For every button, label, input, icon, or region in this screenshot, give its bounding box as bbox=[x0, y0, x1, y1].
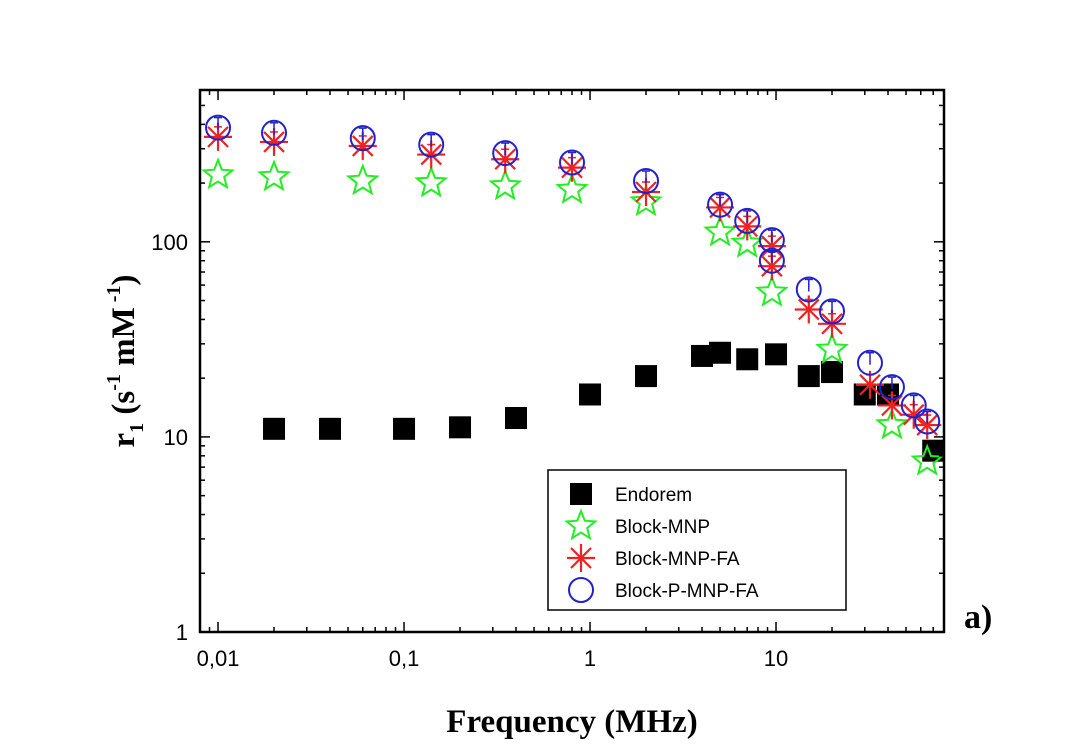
data-point-circle-5 bbox=[559, 149, 585, 176]
data-point-star-12 bbox=[910, 443, 945, 476]
data-point-circle-10 bbox=[758, 247, 785, 274]
data-point-circle-14 bbox=[878, 374, 905, 401]
legend-item: Block-P-MNP-FA bbox=[568, 577, 759, 603]
legend-label: Endorem bbox=[615, 485, 692, 506]
legend-box bbox=[547, 469, 847, 611]
series-endorem bbox=[263, 341, 945, 462]
data-marks bbox=[201, 114, 945, 476]
data-point-square-5 bbox=[579, 383, 602, 406]
data-point-square-11 bbox=[797, 365, 820, 388]
y-tick-label: 1 bbox=[176, 620, 188, 645]
legend-item: Block-MNP-FA bbox=[567, 544, 740, 572]
data-point-square-0 bbox=[263, 417, 286, 440]
data-point-square-9 bbox=[736, 348, 759, 371]
tick-labels: 0,01 0,1 1 10 1 10 100 bbox=[151, 230, 788, 671]
data-point-square-4 bbox=[505, 406, 528, 429]
y-tick-label: 100 bbox=[151, 230, 188, 255]
data-point-star-1 bbox=[257, 159, 291, 192]
data-point-circle-8 bbox=[734, 207, 761, 234]
data-point-square-1 bbox=[319, 417, 342, 440]
x-tick-label: 0,1 bbox=[389, 646, 420, 671]
data-point-star-5 bbox=[555, 171, 589, 205]
data-point-circle-12 bbox=[819, 298, 846, 325]
axis-ticks bbox=[199, 89, 945, 633]
data-point-star-11 bbox=[875, 407, 909, 440]
data-point-square-3 bbox=[449, 416, 472, 439]
data-point-square-7 bbox=[691, 344, 714, 367]
series-block-p-mnp-fa bbox=[205, 114, 941, 435]
legend-marker-star bbox=[564, 508, 598, 541]
data-point-circle-3 bbox=[418, 131, 445, 158]
data-point-circle-0 bbox=[205, 114, 232, 141]
x-tick-label: 10 bbox=[764, 646, 788, 671]
data-point-star-10 bbox=[815, 331, 849, 365]
legend-marker-asterisk bbox=[567, 544, 595, 572]
legend-label: Block-MNP-FA bbox=[615, 549, 740, 570]
data-point-star-4 bbox=[488, 168, 523, 201]
data-point-asterisk-11 bbox=[794, 295, 823, 324]
data-point-circle-11 bbox=[795, 276, 822, 303]
data-point-square-2 bbox=[393, 417, 416, 440]
y-tick-label: 10 bbox=[164, 425, 188, 450]
legend-item: Block-MNP bbox=[564, 508, 710, 541]
data-point-circle-13 bbox=[856, 349, 883, 376]
y-axis-title: r1 (s-1 mM -1) bbox=[103, 275, 148, 448]
data-point-circle-6 bbox=[633, 167, 660, 194]
legend-marker-square bbox=[570, 483, 592, 505]
data-point-star-0 bbox=[201, 157, 235, 190]
legend-label: Block-P-MNP-FA bbox=[615, 581, 759, 602]
data-point-star-3 bbox=[414, 165, 449, 198]
data-point-star-6 bbox=[629, 184, 663, 217]
data-point-circle-16 bbox=[914, 408, 941, 435]
data-point-square-6 bbox=[635, 365, 658, 388]
x-axis-title: Frequency (MHz) bbox=[446, 704, 697, 740]
data-point-circle-2 bbox=[349, 125, 376, 152]
panel-label: a) bbox=[964, 599, 992, 636]
legend-item: Endorem bbox=[570, 483, 692, 506]
legend-label: Block-MNP bbox=[615, 517, 710, 538]
data-point-star-2 bbox=[345, 163, 380, 196]
data-point-square-10 bbox=[765, 343, 788, 366]
data-point-star-8 bbox=[730, 225, 765, 258]
data-point-circle-7 bbox=[707, 191, 734, 218]
legend-marker-circle bbox=[568, 577, 594, 603]
data-point-square-8 bbox=[709, 341, 732, 364]
data-point-square-12 bbox=[821, 361, 844, 384]
data-point-circle-4 bbox=[492, 140, 519, 167]
legend: Endorem Block-MNP Block-MNP-FA Block-P-MNP-… bbox=[547, 469, 847, 611]
data-point-star-9 bbox=[754, 274, 789, 307]
x-tick-label: 0,01 bbox=[197, 646, 240, 671]
x-tick-label: 1 bbox=[584, 646, 596, 671]
data-point-star-7 bbox=[703, 214, 737, 247]
data-point-circle-15 bbox=[900, 392, 927, 419]
data-point-circle-1 bbox=[261, 119, 288, 146]
data-point-asterisk-1 bbox=[260, 127, 289, 156]
series-block-mnp bbox=[201, 157, 945, 476]
